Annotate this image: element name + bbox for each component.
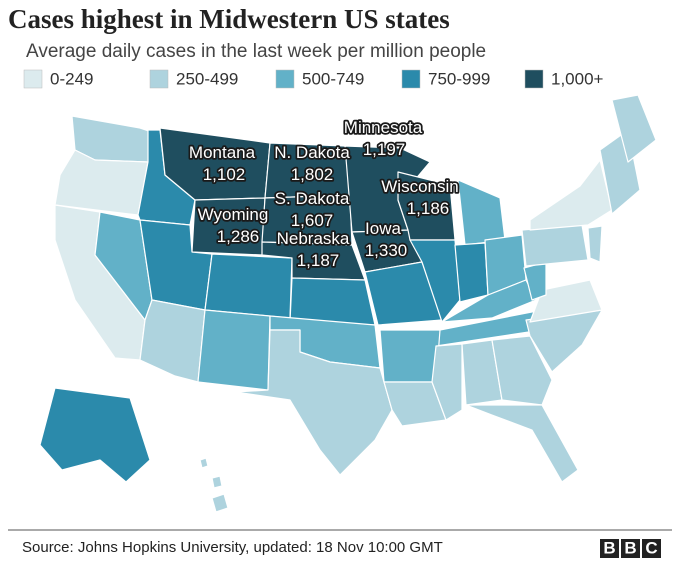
state <box>234 329 393 476</box>
legend-label: 750-999 <box>428 69 490 88</box>
state <box>379 329 441 383</box>
source: Source: Johns Hopkins University, update… <box>22 539 443 556</box>
state <box>289 277 376 326</box>
state <box>211 493 229 513</box>
state <box>587 225 603 263</box>
state <box>529 279 603 323</box>
legend-swatch <box>524 69 544 89</box>
logo-letter: C <box>645 538 657 557</box>
state-value: 1,802 <box>291 165 334 184</box>
state-value: 1,197 <box>363 140 406 159</box>
legend: 0-249 250-499 500-749 750-999 1,000+ <box>23 69 604 89</box>
state <box>409 239 461 323</box>
state-name: Wyoming <box>198 205 269 224</box>
state <box>39 387 151 483</box>
state <box>465 404 579 483</box>
legend-label: 0-249 <box>50 69 93 88</box>
state <box>611 94 657 163</box>
state <box>383 381 447 427</box>
us-map <box>39 94 657 513</box>
state <box>431 343 463 421</box>
legend-swatch <box>401 69 421 89</box>
state-value: 1,187 <box>297 251 340 270</box>
state-value: 1,186 <box>407 199 450 218</box>
legend-swatch <box>23 69 43 89</box>
legend-swatch <box>275 69 295 89</box>
state-name: N. Dakota <box>274 143 350 162</box>
state <box>457 179 506 246</box>
state <box>197 309 271 391</box>
state <box>139 299 206 383</box>
state <box>454 242 489 303</box>
state <box>204 253 293 319</box>
state-name: Montana <box>189 143 256 162</box>
title: Cases highest in Midwestern US states <box>8 4 450 34</box>
state <box>529 159 613 231</box>
state <box>521 224 589 267</box>
legend-label: 1,000+ <box>551 69 604 88</box>
logo-block <box>642 539 661 558</box>
state-value: 1,607 <box>291 211 334 230</box>
legend-label: 500-749 <box>302 69 364 88</box>
logo-letter: B <box>603 538 615 557</box>
state-labels: Montana 1,102 N. Dakota 1,802 Minnesota 1,197… <box>187 116 460 272</box>
logo-letter: B <box>624 538 636 557</box>
state-name: Nebraska <box>277 229 350 248</box>
state <box>491 335 553 406</box>
state-value: 1,102 <box>203 165 246 184</box>
logo-block <box>600 539 619 558</box>
state <box>199 457 209 469</box>
state-name: Wisconsin <box>381 177 458 196</box>
logo-block <box>621 539 640 558</box>
state-name: Minnesota <box>344 118 423 137</box>
state-value: 1,330 <box>365 241 408 260</box>
state-name: S. Dakota <box>275 189 350 208</box>
legend-swatch <box>149 69 169 89</box>
state <box>211 475 223 489</box>
state-value: 1,286 <box>217 227 260 246</box>
subtitle: Average daily cases in the last week per… <box>26 41 486 62</box>
state-name: Iowa <box>365 219 401 238</box>
legend-label: 250-499 <box>176 69 238 88</box>
